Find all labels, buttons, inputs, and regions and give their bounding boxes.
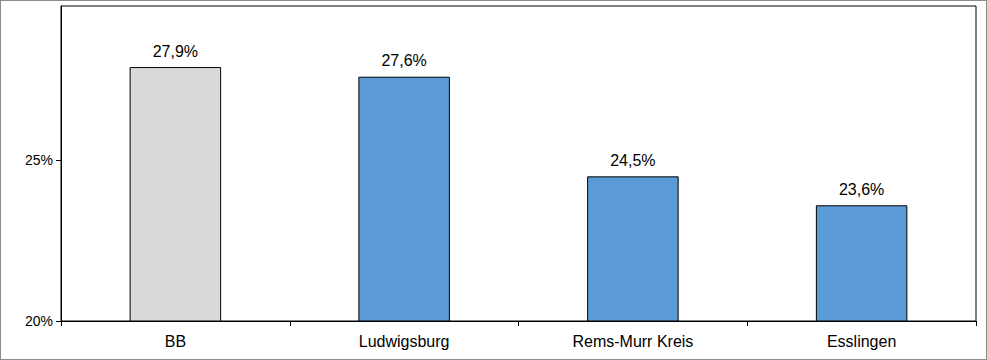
svg-text:27,6%: 27,6%	[381, 52, 426, 69]
svg-text:Esslingen: Esslingen	[827, 333, 896, 350]
svg-text:Rems-Murr Kreis: Rems-Murr Kreis	[572, 333, 693, 350]
svg-text:25%: 25%	[25, 152, 53, 168]
svg-text:23,6%: 23,6%	[839, 181, 884, 198]
svg-text:27,9%: 27,9%	[153, 43, 198, 60]
svg-text:20%: 20%	[25, 313, 53, 329]
svg-text:Ludwigsburg: Ludwigsburg	[359, 333, 450, 350]
svg-text:BB: BB	[165, 333, 186, 350]
svg-text:24,5%: 24,5%	[610, 152, 655, 169]
